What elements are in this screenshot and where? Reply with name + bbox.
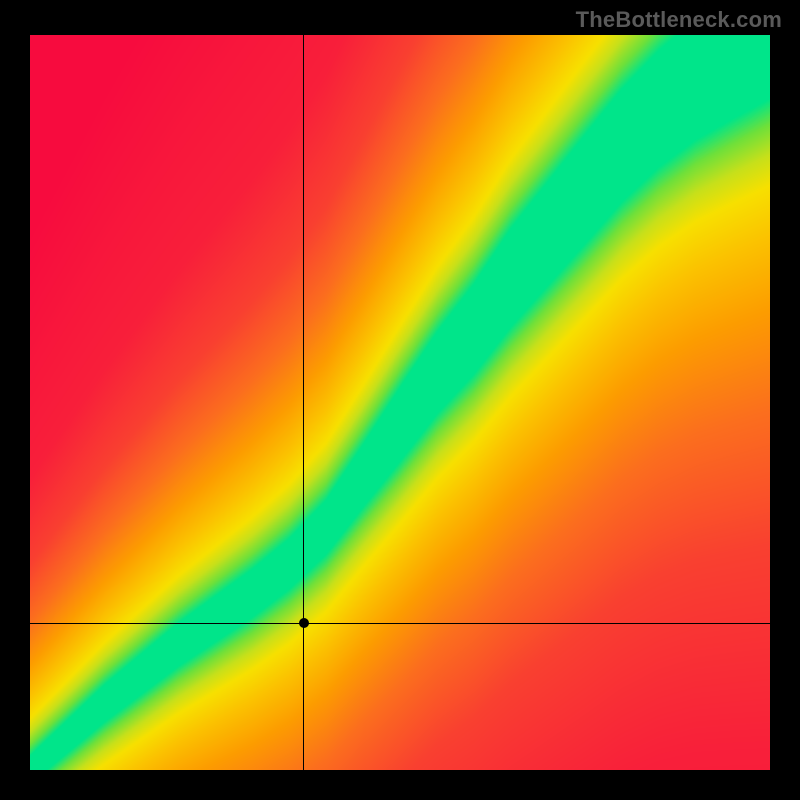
crosshair-horizontal [30, 623, 770, 624]
selection-marker [299, 618, 309, 628]
crosshair-vertical [303, 35, 304, 770]
watermark-text: TheBottleneck.com [576, 7, 782, 33]
bottleneck-heatmap [30, 35, 770, 770]
chart-container: TheBottleneck.com [0, 0, 800, 800]
